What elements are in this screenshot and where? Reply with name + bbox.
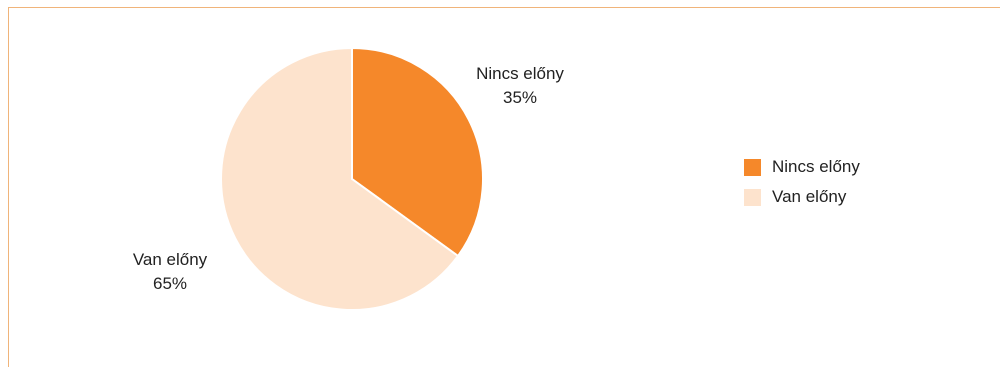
legend-label: Van előny <box>772 187 847 206</box>
slice-label-name: Nincs előny <box>476 64 564 83</box>
legend-item-nincs-eloeny: Nincs előny <box>744 152 860 182</box>
pie-slice-0 <box>351 46 484 258</box>
slice-label-name: Van előny <box>132 250 208 269</box>
legend-swatch <box>744 158 761 176</box>
legend-item-van-eloeny: Van előny <box>744 182 860 212</box>
legend: Nincs előny Van előny <box>744 152 860 212</box>
slice-label-van-eloeny: Van előny 65% <box>100 248 240 296</box>
pie-slice-1 <box>220 46 460 311</box>
legend-swatch <box>744 188 761 206</box>
slice-label-value: 35% <box>502 88 538 107</box>
pie-chart <box>220 46 484 311</box>
slice-label-nincs-eloeny: Nincs előny 35% <box>450 62 590 110</box>
legend-label: Nincs előny <box>772 157 860 176</box>
chart-frame <box>8 7 1000 367</box>
slice-label-value: 65% <box>152 274 188 293</box>
